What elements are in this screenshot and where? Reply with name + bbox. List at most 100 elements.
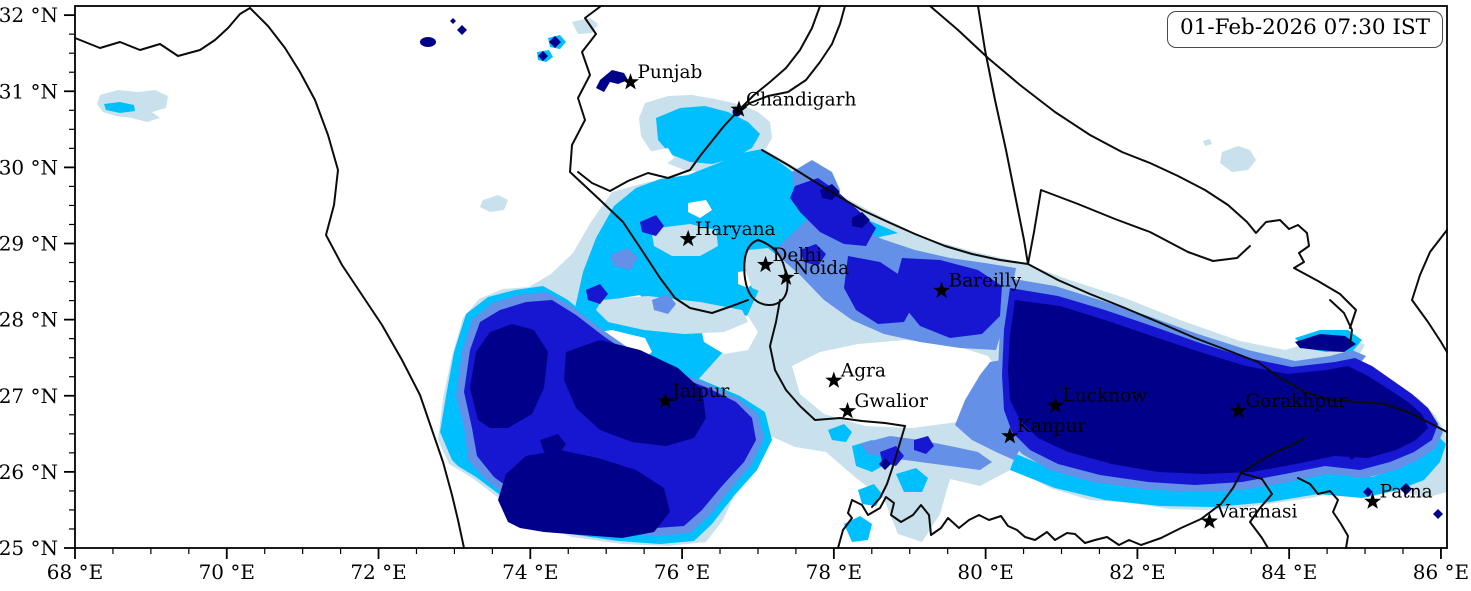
state-boundary-lines [74,5,1448,549]
shaded-speck [1400,483,1412,495]
shaded-speck [879,458,891,470]
city-label: Lucknow [1062,386,1147,407]
city-label: Haryana [695,219,775,240]
boundary-line [1329,299,1353,345]
lon-tick-label: 70 °E [199,560,255,584]
lon-tick-label: 82 °E [1109,560,1165,584]
shaded-speck [549,36,561,48]
shaded-region [572,18,598,34]
shaded-region [844,256,916,324]
boundary-line [1411,229,1448,301]
shaded-speck [1433,509,1443,519]
city-label: Gwalior [855,391,929,412]
shaded-speck [538,51,548,61]
lat-tick-label: 25 °N [0,536,58,560]
boundary-line [569,5,749,314]
shaded-region [575,149,826,394]
boundary-line [1411,299,1448,353]
shaded-region [914,436,934,454]
city-marker [757,255,775,273]
city-marker [730,100,748,117]
timestamp-box: 01-Feb-2026 07:30 IST [1166,11,1443,48]
boundary-line [737,5,821,112]
city-label: Gorakhpur [1245,391,1347,412]
boundary-line [977,5,1029,265]
white-gap [648,148,674,166]
pale-pocket [596,296,748,334]
shaded-region [844,516,872,542]
boundary-line [847,472,1242,546]
lon-tick-label: 72 °E [350,560,406,584]
shaded-region [896,468,928,492]
pale-pocket [744,248,784,294]
shaded-region [828,424,852,442]
city-marker [777,268,795,285]
axis-ticks: 68 °E 70 °E 72 °E 74 °E 76 °E 78 °E 80 °E 82 °E… [0,3,1469,584]
city-label: Bareilly [949,271,1022,292]
city-label: Patna [1380,482,1433,503]
shaded-region [858,484,882,506]
shaded-region [1203,139,1212,146]
shading-white-gaps [568,148,1004,428]
boundary-line [929,5,1357,329]
shaded-region [610,248,638,270]
shaded-region [896,258,1002,338]
shaded-region [800,244,826,266]
city-label: Punjab [637,62,702,83]
lat-tick-label: 32 °N [0,3,58,27]
shaded-region [586,284,608,304]
city-marker [1001,427,1019,444]
shaded-speck [457,25,467,35]
city-label: Varanasi [1215,501,1297,522]
white-gap [792,340,1004,428]
lon-tick-label: 74 °E [502,560,558,584]
timestamp-label: 01-Feb-2026 07:30 IST [1179,15,1430,40]
lon-tick-label: 80 °E [957,560,1013,584]
shaded-region [1008,300,1428,474]
lat-tick-label: 29 °N [0,232,58,256]
city-marker [1229,402,1247,419]
boundary-line [837,512,853,549]
shaded-speck [852,212,870,228]
lat-tick-label: 31 °N [0,79,58,103]
city-label: Noida [793,258,849,279]
lon-tick-label: 68 °E [47,560,103,584]
shaded-region [480,195,508,212]
city-marker [656,392,674,409]
lat-tick-label: 28 °N [0,308,58,332]
city-marker [838,402,857,419]
boundary-line [1297,477,1349,549]
shaded-region [1220,146,1256,172]
shaded-region [652,294,676,314]
shaded-region [498,450,670,538]
shaded-speck [1346,448,1358,460]
shaded-region [596,70,628,92]
shading-level-5-navy [420,18,1443,538]
shaded-region [790,178,876,246]
lon-tick-label: 86 °E [1413,560,1469,584]
boundary-line [1027,189,1251,265]
white-gap [688,200,712,218]
city-label: Chandigarh [746,90,856,111]
city-marker [1364,492,1382,509]
city-label: Delhi [773,245,823,266]
boundary-line [769,299,906,427]
shaded-region [564,340,706,446]
boundary-line [871,425,906,508]
lon-tick-label: 84 °E [1261,560,1317,584]
city-label: Kanpur [1017,416,1087,437]
boundary-line [743,239,789,306]
city-marker [1046,396,1064,413]
shaded-region [540,434,566,456]
city-label: Jaipur [670,381,729,402]
shaded-region [656,106,760,164]
boundary-line [1240,437,1306,474]
lon-tick-label: 78 °E [806,560,862,584]
boundary-line [74,7,251,57]
city-marker [825,371,843,388]
boundary-line [249,7,465,549]
boundary-line [1240,472,1273,549]
